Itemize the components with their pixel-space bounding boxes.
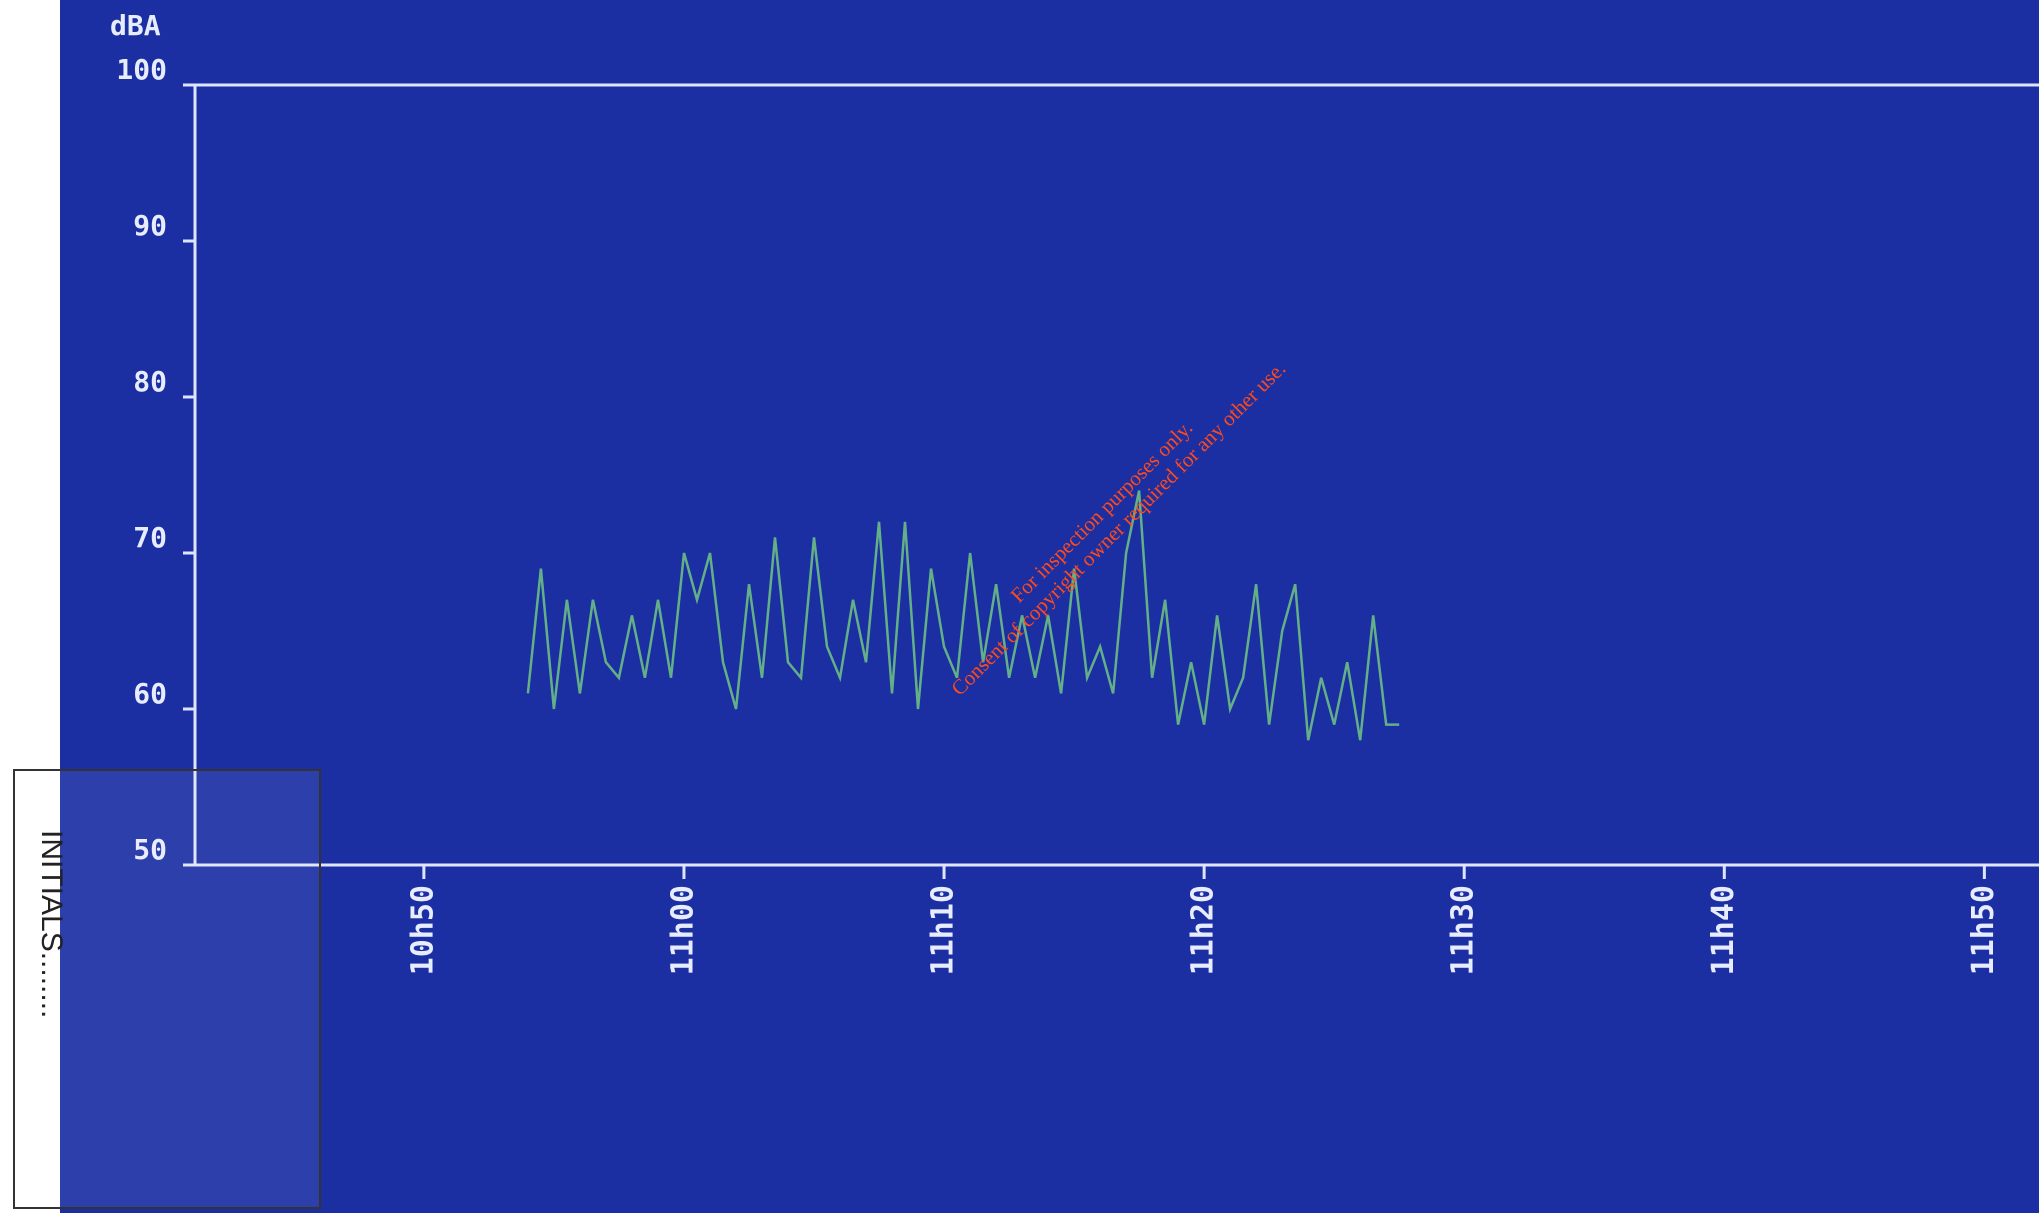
x-tick-label: 10h50	[405, 885, 440, 975]
x-tick-label: 11h40	[1706, 885, 1741, 975]
y-tick-label: 50	[133, 833, 167, 866]
stamp-text: INITIALS........	[35, 830, 68, 1018]
y-tick-label: 70	[133, 521, 167, 554]
stamp-box	[13, 769, 321, 1209]
y-tick-label: 80	[133, 365, 167, 398]
y-tick-label: 90	[133, 209, 167, 242]
x-tick-label: 11h30	[1446, 885, 1481, 975]
x-tick-label: 11h00	[665, 885, 700, 975]
x-tick-label: 11h20	[1186, 885, 1221, 975]
background	[60, 0, 2039, 1213]
data-line	[526, 490, 1400, 741]
x-tick-label: 11h10	[926, 885, 961, 975]
y-tick-label: 60	[133, 677, 167, 710]
x-tick-label: 11h50	[1966, 885, 2001, 975]
y-axis-label: dBA	[110, 9, 161, 42]
y-tick-label: 100	[116, 53, 167, 86]
